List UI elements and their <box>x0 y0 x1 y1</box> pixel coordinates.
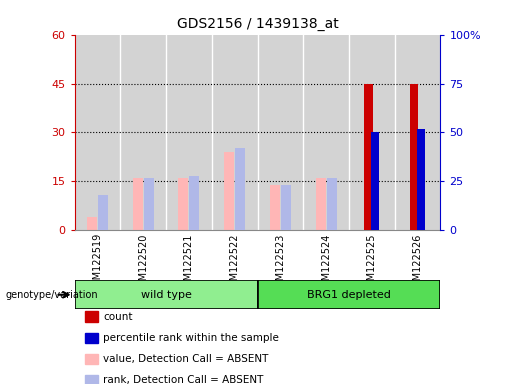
Bar <box>258 280 440 309</box>
Bar <box>87 217 97 230</box>
Bar <box>190 175 199 230</box>
Bar <box>417 129 425 230</box>
Bar <box>349 35 394 230</box>
Bar <box>166 35 212 230</box>
Text: rank, Detection Call = ABSENT: rank, Detection Call = ABSENT <box>103 375 263 384</box>
Bar <box>281 185 291 230</box>
Bar <box>258 35 303 230</box>
Text: percentile rank within the sample: percentile rank within the sample <box>103 333 279 343</box>
Bar <box>98 195 108 230</box>
Bar <box>178 178 188 230</box>
Text: wild type: wild type <box>141 290 192 300</box>
Text: genotype/variation: genotype/variation <box>5 290 98 300</box>
Bar <box>316 178 325 230</box>
Bar <box>75 280 258 309</box>
Bar <box>133 178 143 230</box>
Text: BRG1 depleted: BRG1 depleted <box>307 290 391 300</box>
Bar <box>235 148 245 230</box>
Bar <box>364 84 372 230</box>
Bar <box>394 35 440 230</box>
Bar <box>121 35 166 230</box>
Bar <box>371 132 379 230</box>
Bar <box>327 177 337 230</box>
Bar <box>144 177 154 230</box>
Text: GDS2156 / 1439138_at: GDS2156 / 1439138_at <box>177 17 338 31</box>
Bar <box>75 35 121 230</box>
Bar <box>212 35 258 230</box>
Bar <box>410 84 418 230</box>
Text: count: count <box>103 312 132 322</box>
Bar <box>303 35 349 230</box>
Text: value, Detection Call = ABSENT: value, Detection Call = ABSENT <box>103 354 268 364</box>
Bar <box>224 152 234 230</box>
Bar <box>270 185 280 230</box>
